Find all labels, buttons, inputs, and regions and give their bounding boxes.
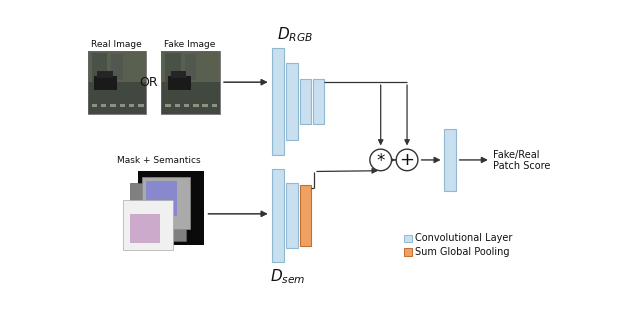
Bar: [161, 51, 220, 82]
Bar: [168, 76, 191, 90]
Bar: [286, 63, 298, 140]
Bar: [404, 249, 412, 256]
Bar: [111, 55, 123, 80]
Bar: [171, 70, 186, 78]
Circle shape: [396, 149, 418, 171]
Bar: [142, 177, 190, 229]
Bar: [165, 53, 180, 82]
Bar: [131, 183, 186, 241]
Bar: [131, 214, 160, 243]
Text: Fake Image: Fake Image: [164, 40, 216, 49]
Bar: [138, 172, 204, 245]
Bar: [92, 105, 97, 107]
Bar: [175, 105, 180, 107]
Bar: [123, 200, 173, 250]
Bar: [136, 208, 173, 245]
Bar: [94, 76, 117, 90]
Bar: [97, 70, 113, 78]
Bar: [300, 185, 311, 246]
Bar: [202, 105, 208, 107]
Bar: [161, 82, 220, 114]
Text: Patch Score: Patch Score: [493, 161, 550, 171]
Bar: [184, 105, 189, 107]
Text: Real Image: Real Image: [91, 40, 142, 49]
Bar: [313, 79, 324, 124]
Bar: [272, 48, 284, 155]
Bar: [138, 105, 143, 107]
Bar: [110, 105, 116, 107]
Bar: [88, 82, 146, 114]
Bar: [184, 55, 196, 80]
Circle shape: [370, 149, 392, 171]
Bar: [88, 51, 146, 114]
Text: Fake/Real: Fake/Real: [493, 150, 540, 160]
Bar: [286, 183, 298, 249]
Bar: [92, 53, 107, 82]
Text: $D_{RGB}$: $D_{RGB}$: [277, 25, 314, 44]
Bar: [272, 169, 284, 262]
Bar: [120, 105, 125, 107]
Bar: [212, 105, 217, 107]
Text: +: +: [399, 151, 415, 169]
Bar: [101, 105, 106, 107]
Bar: [88, 51, 146, 82]
Bar: [129, 105, 134, 107]
Bar: [404, 235, 412, 242]
Text: Mask + Semantics: Mask + Semantics: [117, 156, 201, 165]
Bar: [161, 51, 220, 114]
Bar: [193, 105, 198, 107]
Bar: [165, 105, 171, 107]
Text: OR: OR: [139, 76, 157, 89]
Text: $D_{sem}$: $D_{sem}$: [270, 268, 305, 286]
Text: Convolutional Layer: Convolutional Layer: [415, 234, 512, 243]
Bar: [300, 79, 311, 124]
Bar: [444, 129, 456, 191]
Text: *: *: [376, 152, 385, 170]
Bar: [146, 182, 177, 216]
Text: Sum Global Pooling: Sum Global Pooling: [415, 247, 509, 257]
